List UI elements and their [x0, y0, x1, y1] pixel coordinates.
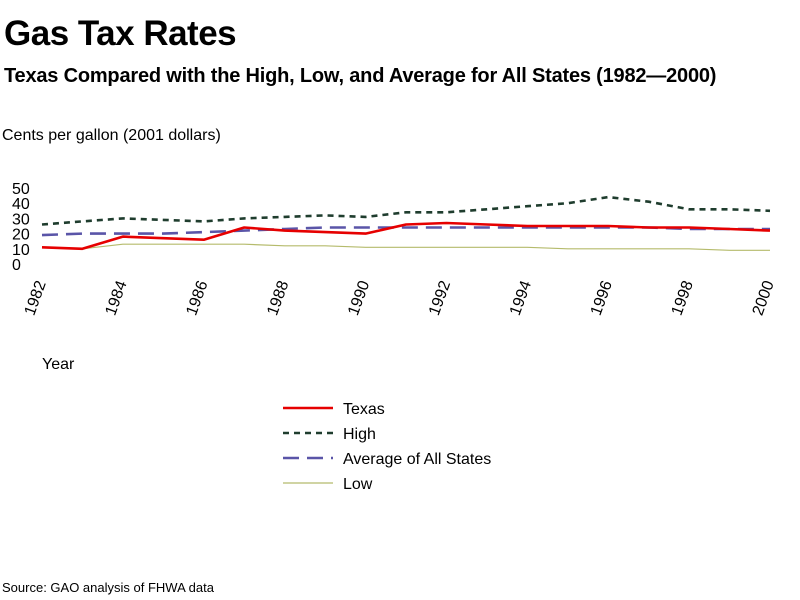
x-tick-label: 1982 — [22, 278, 50, 317]
chart-title: Gas Tax Rates — [4, 14, 237, 53]
chart-subtitle: Texas Compared with the High, Low, and A… — [4, 65, 717, 87]
series-line-low — [41, 243, 770, 251]
y-tick-label: 0 — [12, 257, 21, 274]
x-tick-label: 1986 — [183, 278, 211, 317]
legend-label-average-of-all-states: Average of All States — [343, 451, 491, 468]
source-note: Source: GAO analysis of FHWA data — [2, 580, 214, 595]
y-axis-label: Cents per gallon (2001 dollars) — [2, 127, 221, 144]
x-tick-label: 1998 — [669, 278, 697, 317]
series-line-texas — [41, 221, 771, 251]
x-tick-label: 1988 — [264, 278, 292, 317]
x-tick-label: 1994 — [507, 278, 535, 317]
y-tick-label: 20 — [12, 227, 30, 244]
legend-label-low: Low — [343, 476, 373, 493]
x-tick-label: 2000 — [750, 278, 778, 317]
x-tick-label: 1990 — [345, 278, 373, 317]
legend-label-high: High — [343, 426, 376, 443]
x-tick-label: 1996 — [588, 278, 616, 317]
legend-label-texas: Texas — [343, 401, 385, 418]
x-axis-label: Year — [42, 356, 75, 373]
y-tick-label: 50 — [12, 181, 30, 198]
y-tick-label: 40 — [12, 196, 30, 213]
x-tick-label: 1984 — [102, 278, 130, 317]
x-tick-label: 1992 — [426, 278, 454, 317]
y-tick-label: 30 — [12, 211, 30, 228]
series-line-high — [41, 195, 771, 226]
y-tick-label: 10 — [12, 242, 30, 259]
